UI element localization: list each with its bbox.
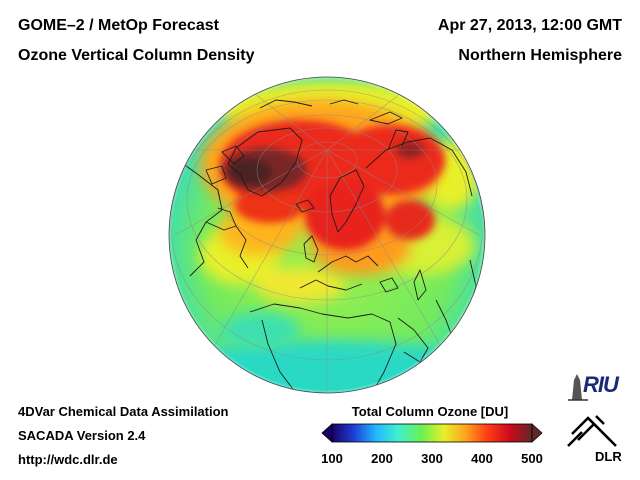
colorbar <box>321 423 543 443</box>
method-label: 4DVar Chemical Data Assimilation <box>18 404 229 419</box>
map-subtitle: Ozone Vertical Column Density <box>18 47 255 64</box>
map-title: GOME–2 / MetOp Forecast <box>18 17 219 34</box>
colorbar-tick: 500 <box>521 451 543 466</box>
colorbar-title: Total Column Ozone [DU] <box>351 404 509 419</box>
colorbar-tick: 400 <box>471 451 493 466</box>
colorbar-max-arrow <box>531 423 543 443</box>
colorbar-tick: 100 <box>321 451 343 466</box>
dlr-logo-text: DLR <box>595 449 622 464</box>
version-label: SACADA Version 2.4 <box>18 428 146 443</box>
riu-logo-text: RIU <box>583 372 619 397</box>
forecast-date: Apr 27, 2013, 12:00 GMT <box>437 17 622 34</box>
colorbar-tick: 200 <box>371 451 393 466</box>
region-label: Northern Hemisphere <box>458 47 622 64</box>
ozone-globe-map <box>168 76 486 394</box>
dlr-logo-icon <box>567 415 617 447</box>
colorbar-tick: 300 <box>421 451 443 466</box>
riu-logo-icon <box>568 374 588 401</box>
colorbar-min-arrow <box>321 423 333 443</box>
website-link[interactable]: http://wdc.dlr.de <box>18 452 118 467</box>
